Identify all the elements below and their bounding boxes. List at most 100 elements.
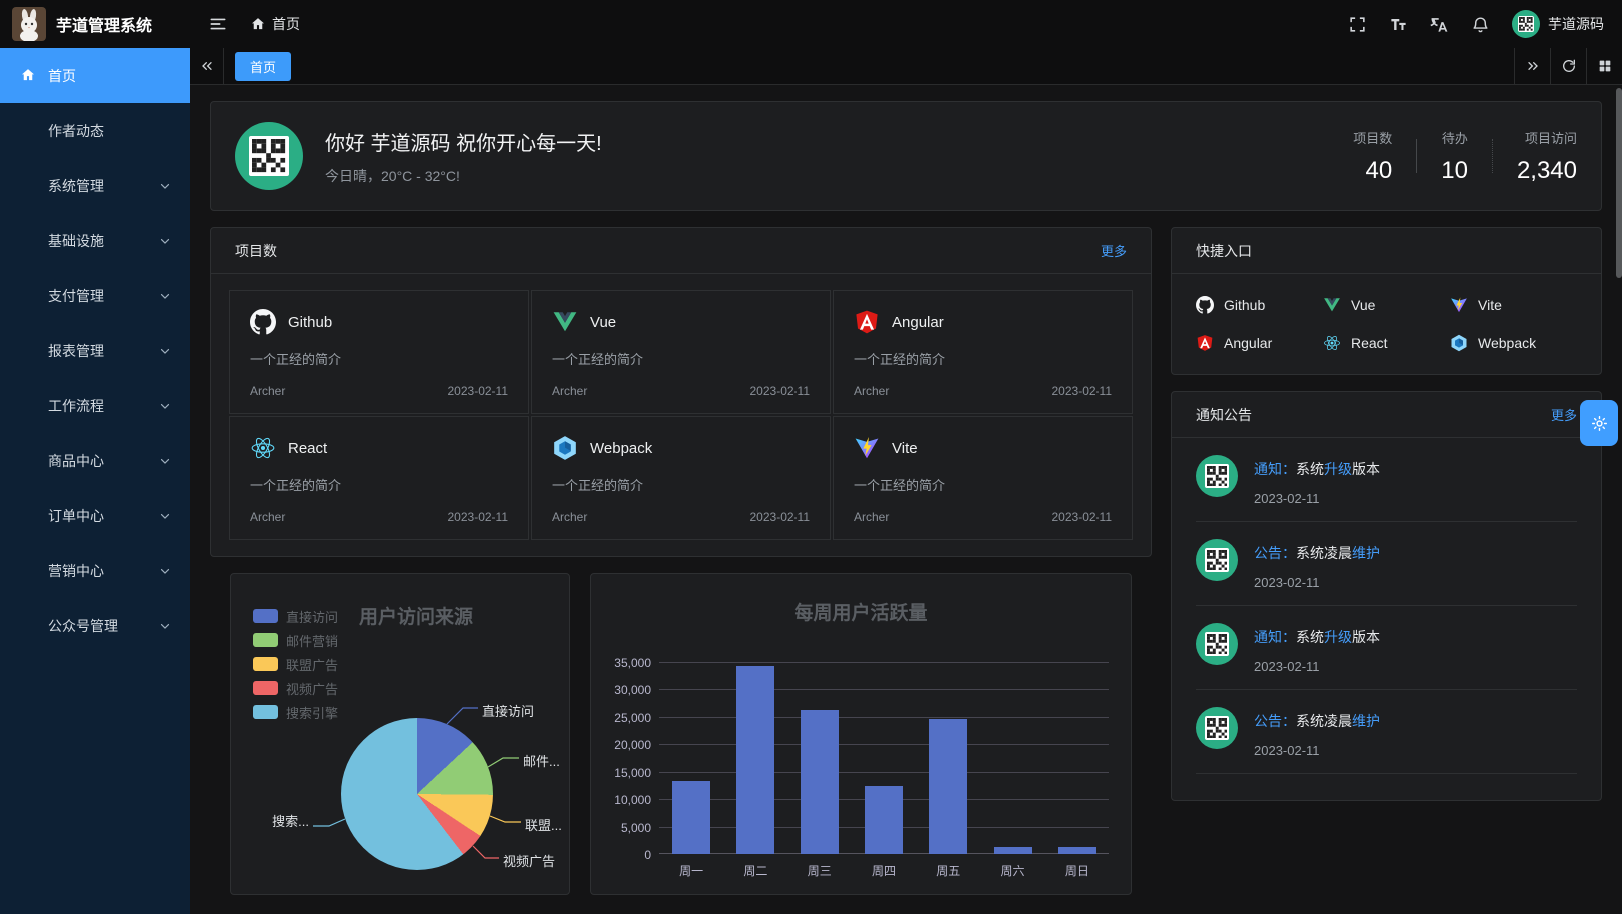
notice-item[interactable]: 通知：系统升级版本 2023-02-11 <box>1196 606 1577 690</box>
notice-body: 公告：系统凌晨维护 2023-02-11 <box>1254 707 1380 758</box>
project-footer: Archer 2023-02-11 <box>250 510 508 524</box>
scroll-right-button[interactable] <box>1514 48 1550 84</box>
project-date: 2023-02-11 <box>447 510 509 524</box>
notice-more-link[interactable]: 更多 <box>1550 408 1577 423</box>
bar-周二 <box>736 666 775 854</box>
legend-swatch <box>253 633 278 647</box>
legend-item[interactable]: 直接访问 <box>253 604 338 628</box>
notice-body: 公告：系统凌晨维护 2023-02-11 <box>1254 539 1380 590</box>
bar-周六 <box>993 846 1032 854</box>
top-navbar: 芋道管理系统 首页 芋道源码 <box>0 0 1622 48</box>
legend-label: 搜索引擎 <box>286 705 339 721</box>
notice-body: 通知：系统升级版本 2023-02-11 <box>1254 623 1380 674</box>
fullscreen-icon[interactable] <box>1348 15 1367 34</box>
menu-fold-icon[interactable] <box>208 14 228 34</box>
sidebar-item-marketing[interactable]: 营销中心 <box>0 543 190 598</box>
legend-item[interactable]: 邮件营销 <box>253 628 338 652</box>
project-card-github[interactable]: Github 一个正经的简介 Archer 2023-02-11 <box>229 290 529 414</box>
sidebar-item-system[interactable]: 系统管理 <box>0 158 190 213</box>
project-card-vite[interactable]: Vite 一个正经的简介 Archer 2023-02-11 <box>833 416 1133 540</box>
vite-icon <box>854 435 880 461</box>
chevron-down-icon <box>158 399 172 413</box>
legend-swatch <box>253 657 278 671</box>
menu-item-icon <box>20 122 40 140</box>
notice-title-text: 系统凌晨 <box>1296 713 1352 729</box>
breadcrumb[interactable]: 首页 <box>250 14 300 34</box>
notice-title-text: 版本 <box>1352 629 1380 645</box>
sidebar-item-home[interactable]: 首页 <box>0 48 190 103</box>
bell-icon[interactable] <box>1471 15 1490 34</box>
sidebar-item-workflow[interactable]: 工作流程 <box>0 378 190 433</box>
qr-code <box>1204 715 1230 741</box>
chevron-down-icon <box>158 234 172 248</box>
github-icon <box>250 309 276 335</box>
quick-link-angular[interactable]: Angular <box>1196 328 1323 358</box>
legend-item[interactable]: 联盟广告 <box>253 652 338 676</box>
notice-avatar <box>1196 455 1238 497</box>
bar-周五 <box>929 718 968 854</box>
quick-link-label: Webpack <box>1478 335 1537 351</box>
sidebar-item-label: 基础设施 <box>48 232 104 249</box>
sidebar-item-pay[interactable]: 支付管理 <box>0 268 190 323</box>
left-column: 项目数 更多 Github 一个正经的简介 Archer 2023-02-11 Vue 一… <box>210 227 1152 895</box>
stat-divider <box>1416 139 1418 173</box>
sidebar-item-mp[interactable]: 公众号管理 <box>0 598 190 653</box>
user-menu[interactable]: 芋道源码 <box>1512 10 1604 38</box>
qr-code <box>1204 463 1230 489</box>
sidebar-item-author-news[interactable]: 作者动态 <box>0 103 190 158</box>
project-card-vue[interactable]: Vue 一个正经的简介 Archer 2023-02-11 <box>531 290 831 414</box>
quick-link-github[interactable]: Github <box>1196 290 1323 320</box>
notice-title-link: 维护 <box>1352 545 1380 561</box>
tab-menu-button[interactable] <box>1586 48 1622 84</box>
angular-icon <box>1196 334 1214 352</box>
project-card-react[interactable]: React 一个正经的简介 Archer 2023-02-11 <box>229 416 529 540</box>
stat-value: 2,340 <box>1516 156 1577 184</box>
notice-title-link: 公告： <box>1254 713 1296 729</box>
y-axis-tick: 5,000 <box>620 820 651 835</box>
project-date: 2023-02-11 <box>749 510 811 524</box>
x-axis-label: 周三 <box>807 864 832 878</box>
notice-title-link: 通知： <box>1254 629 1296 645</box>
sidebar-item-label: 支付管理 <box>48 287 104 304</box>
scrollbar-thumb[interactable] <box>1616 88 1622 278</box>
settings-button[interactable] <box>1580 400 1618 446</box>
stat-visits: 项目访问 2,340 <box>1493 128 1577 185</box>
quick-link-react[interactable]: React <box>1323 328 1450 358</box>
projects-more-link[interactable]: 更多 <box>1100 244 1127 259</box>
notice-panel-header: 通知公告 更多 <box>1172 392 1601 438</box>
project-footer: Archer 2023-02-11 <box>552 384 810 398</box>
sidebar-item-order[interactable]: 订单中心 <box>0 488 190 543</box>
menu-item-icon <box>20 232 40 250</box>
quick-link-webpack[interactable]: Webpack <box>1450 328 1577 358</box>
notice-item[interactable]: 通知：系统升级版本 2023-02-11 <box>1196 438 1577 522</box>
home-icon <box>250 16 266 32</box>
webpack-icon <box>1450 334 1468 352</box>
quick-link-label: Vue <box>1351 297 1376 313</box>
tab-home[interactable]: 首页 <box>235 51 292 81</box>
qr-code <box>1517 15 1535 33</box>
legend-item[interactable]: 视频广告 <box>253 676 338 700</box>
legend-item[interactable]: 搜索引擎 <box>253 700 338 724</box>
notice-item[interactable]: 公告：系统凌晨维护 2023-02-11 <box>1196 522 1577 606</box>
quick-link-vite[interactable]: Vite <box>1450 290 1577 320</box>
refresh-button[interactable] <box>1550 48 1586 84</box>
app-title: 芋道管理系统 <box>56 18 153 35</box>
sidebar-item-infra[interactable]: 基础设施 <box>0 213 190 268</box>
project-card-angular[interactable]: Angular 一个正经的简介 Archer 2023-02-11 <box>833 290 1133 414</box>
sidebar-item-report[interactable]: 报表管理 <box>0 323 190 378</box>
scroll-left-button[interactable] <box>190 48 224 84</box>
project-author: Archer <box>552 510 588 524</box>
bar-周三 <box>800 709 839 854</box>
vite-icon <box>1450 296 1468 314</box>
project-author: Archer <box>250 510 286 524</box>
x-axis-label: 周四 <box>871 864 896 878</box>
sidebar-item-product[interactable]: 商品中心 <box>0 433 190 488</box>
quick-link-vue[interactable]: Vue <box>1323 290 1450 320</box>
font-size-icon[interactable] <box>1389 15 1408 34</box>
notice-item[interactable]: 公告：系统凌晨维护 2023-02-11 <box>1196 690 1577 774</box>
project-card-webpack[interactable]: Webpack 一个正经的简介 Archer 2023-02-11 <box>531 416 831 540</box>
chevron-down-icon <box>158 289 172 303</box>
language-icon[interactable] <box>1430 15 1449 34</box>
dashboard-grid: 项目数 更多 Github 一个正经的简介 Archer 2023-02-11 Vue 一… <box>210 227 1602 895</box>
notice-panel-title: 通知公告 <box>1196 406 1252 423</box>
